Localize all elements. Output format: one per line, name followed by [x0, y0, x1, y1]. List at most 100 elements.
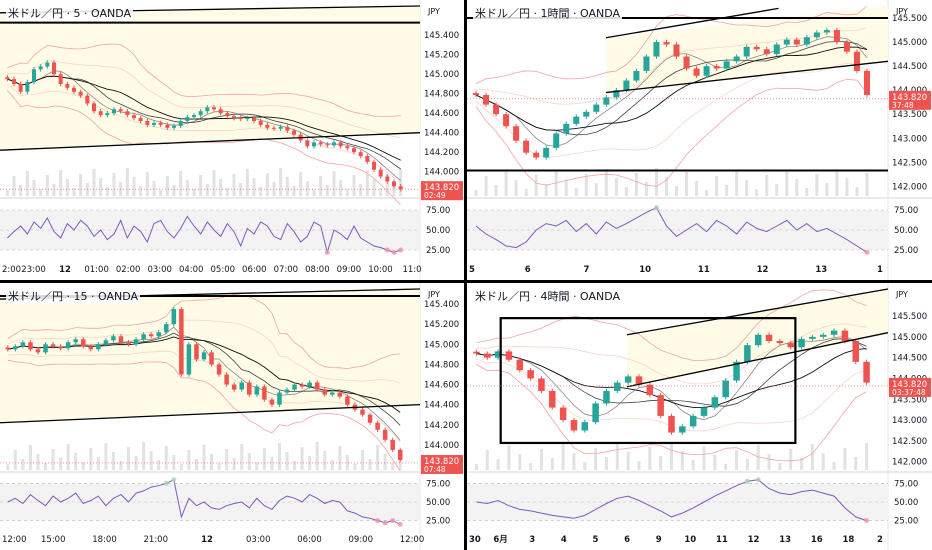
rsi-overbought-marker [653, 205, 659, 211]
volume-bar [339, 180, 343, 196]
candle-body [743, 46, 750, 57]
candle-body [322, 389, 328, 395]
volume-bar [19, 185, 23, 196]
candle-body [833, 30, 840, 43]
price-label-badge [889, 90, 931, 110]
volume-bar [745, 180, 749, 196]
chart-panel-5min[interactable]: JPY 145.400 145.200 145.000 144.800 144.600 14… [0, 0, 464, 280]
moving-average-short [475, 36, 868, 147]
volume-bar [338, 446, 342, 470]
candle-body [753, 46, 760, 50]
rsi-tick-label: 25.00 [426, 517, 450, 527]
chart-svg-4h[interactable]: JPY145.500145.000144.500144.000143.50014… [467, 283, 932, 550]
candle-body [783, 39, 790, 45]
volume-bar [72, 188, 76, 196]
candle-body [125, 111, 130, 116]
volume-bar [270, 457, 274, 470]
volume-bar [300, 447, 304, 470]
volume-bar [45, 175, 49, 196]
volume-bar [474, 464, 478, 470]
volume-bar [756, 445, 760, 470]
volume-bar [775, 184, 779, 196]
volume-bar [32, 180, 36, 196]
candle-body [80, 339, 86, 347]
volume-bar [59, 170, 63, 196]
chart-svg-1h[interactable]: JPY145.500145.000144.500144.000143.50014… [467, 0, 932, 280]
volume-bar [81, 462, 85, 470]
candle-body [623, 80, 630, 91]
volume-bar [85, 183, 89, 196]
chart-title: 米ドル／円 · 4時間 · OANDA [473, 288, 622, 304]
volume-bar [305, 181, 309, 196]
volume-bar [835, 169, 839, 196]
candle-body [172, 125, 176, 128]
candle-body [830, 330, 838, 335]
volume-bar [157, 460, 161, 470]
candle-body [809, 336, 816, 339]
candle-body [563, 123, 570, 134]
candle-body [538, 378, 545, 391]
volume-bar [217, 463, 221, 470]
volume-bar [735, 171, 739, 196]
candle-body [238, 118, 243, 120]
time-axis-label: 09:00 [349, 535, 374, 545]
candle-body [43, 344, 48, 353]
time-axis-label: 06:00 [297, 535, 322, 545]
candle-body [643, 56, 650, 71]
countdown-label: 07:48 [424, 465, 446, 474]
candle-body [733, 361, 740, 381]
moving-average-long [7, 336, 401, 413]
volume-bar [800, 458, 804, 470]
rsi-oversold-marker [375, 518, 381, 524]
volume-bar [112, 173, 116, 196]
candle-body [171, 309, 177, 325]
chart-svg-5min[interactable]: JPY 145.400 145.200 145.000 144.800 144.600 14… [0, 0, 464, 280]
chart-panel-4h[interactable]: JPY145.500145.000144.500144.000143.50014… [467, 283, 932, 550]
volume-bar [105, 187, 109, 196]
candle-body [819, 334, 827, 337]
candle-body [12, 79, 16, 84]
bollinger-lower-2 [475, 78, 868, 187]
volume-bar [232, 174, 236, 196]
price-tick-label: 142.000 [892, 458, 927, 468]
candle-body [13, 346, 18, 350]
candle-body [367, 414, 373, 423]
countdown-label: 37:48 [892, 101, 914, 110]
candle-body [212, 107, 216, 110]
candle-body [88, 346, 94, 350]
rsi-tick-label: 75.00 [894, 479, 918, 489]
volume-bar [325, 185, 329, 196]
candle-body [570, 420, 578, 431]
volume-bar [654, 168, 658, 196]
rsi-oversold-marker [382, 520, 388, 526]
price-tick-label: 144.200 [424, 148, 459, 158]
candle-body [773, 44, 780, 55]
candle-body [484, 353, 491, 358]
volume-bar [832, 462, 836, 470]
volume-bar [614, 178, 618, 196]
price-tick-label: 145.000 [892, 333, 927, 343]
chart-panel-1h[interactable]: JPY145.500145.000144.500144.000143.50014… [467, 0, 932, 280]
candle-body [158, 122, 163, 125]
volume-bar [572, 453, 576, 470]
candle-body [96, 344, 101, 350]
volume-bar [205, 184, 209, 196]
volume-bar [252, 178, 256, 196]
volume-bar [360, 450, 364, 470]
chart-panel-15min[interactable]: JPY 145.400 145.200 145.000 144.800 144.600 14… [0, 283, 464, 550]
moving-average-long [476, 348, 867, 408]
volume-bar [805, 188, 809, 196]
candle-body [305, 140, 310, 147]
price-tick-label: 145.200 [424, 51, 459, 61]
time-axis-label: 01:00 [84, 265, 109, 275]
candle-body [853, 51, 860, 71]
channel-upper-line [605, 7, 779, 39]
volume-bar [185, 180, 189, 196]
moving-average-short [7, 326, 401, 441]
volume-bar [145, 172, 149, 196]
candle-body [141, 334, 146, 340]
volume-bar [323, 451, 327, 470]
candle-body [231, 384, 237, 390]
volume-bar [111, 452, 115, 470]
